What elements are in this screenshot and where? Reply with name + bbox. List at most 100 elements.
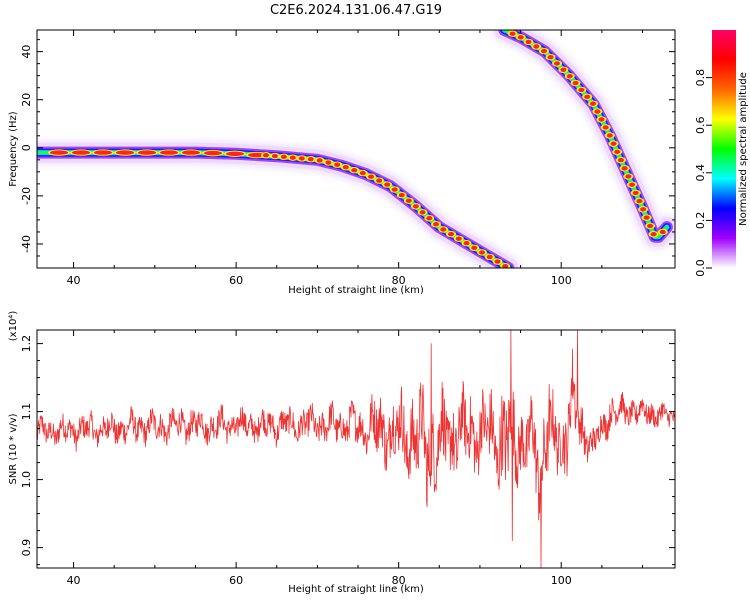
track-peak <box>632 190 639 196</box>
snr-x-axis-title: Height of straight line (km) <box>288 584 424 595</box>
track-peak <box>334 162 341 167</box>
snr-x-tick-label: 40 <box>67 574 81 587</box>
colorbar-tick-label: 0.0 <box>694 259 707 277</box>
track-peak <box>610 141 617 146</box>
track-peak <box>547 54 554 60</box>
track-peak <box>629 182 636 187</box>
spectrogram-x-axis-title: Height of straight line (km) <box>288 285 424 296</box>
track-peak <box>594 109 601 114</box>
track-peak <box>602 125 609 130</box>
track-peak <box>280 154 287 160</box>
track-peak <box>606 133 613 138</box>
track-peak <box>50 150 68 155</box>
track-peak <box>368 174 375 179</box>
snr-y-multiplier: (x10⁴) <box>8 311 19 342</box>
track-peak <box>643 215 650 220</box>
snr-trace-group <box>37 330 675 568</box>
spectrogram-panel: 40 60 80 100 -40 -20 0 20 40 Height of straight… <box>8 29 676 296</box>
spectrogram-track-second <box>491 30 675 250</box>
track-peak <box>160 150 178 155</box>
snr-y-tick-label: 0.9 <box>20 539 33 557</box>
track-peak <box>412 204 419 209</box>
track-peak <box>625 174 632 179</box>
snr-x-ticks: 40 60 80 100 <box>67 330 643 587</box>
track-peak <box>448 231 455 237</box>
snr-y-tick-label: 1.2 <box>20 335 33 353</box>
track-peak <box>479 250 486 255</box>
colorbar: 0.0 0.2 0.4 0.6 0.8 Normalized spectral ampl… <box>694 30 749 277</box>
snr-x-tick-label: 60 <box>229 574 243 587</box>
track-peak <box>553 61 560 66</box>
track-peak <box>617 157 624 163</box>
colorbar-ticks: 0.0 0.2 0.4 0.6 0.8 <box>694 69 712 277</box>
spectrogram-x-tick-label: 40 <box>67 274 81 287</box>
track-peak <box>376 178 383 183</box>
snr-series-line <box>37 330 675 568</box>
track-peak <box>640 207 647 212</box>
snr-y-ticks: 0.9 1.0 1.1 1.2 <box>20 335 675 566</box>
track-peak <box>440 227 447 232</box>
track-peak <box>391 187 398 192</box>
track-peak <box>398 192 405 198</box>
track-peak <box>502 263 509 268</box>
track-peak <box>351 167 358 173</box>
snr-y-tick-label: 1.1 <box>20 403 33 421</box>
spectrogram-y-tick-label: 0 <box>20 144 33 151</box>
snr-x-tick-label: 80 <box>392 574 406 587</box>
spectrogram-x-tick-label: 60 <box>229 274 243 287</box>
track-peak <box>541 48 548 54</box>
track-peak <box>433 222 440 227</box>
track-peak <box>316 158 323 163</box>
track-peak <box>405 198 412 203</box>
track-peak <box>225 151 244 156</box>
track-peak <box>426 216 433 221</box>
spectrogram-y-ticks: -40 -20 0 20 40 <box>20 39 675 257</box>
spectrogram-x-ticks: 40 60 80 100 <box>67 30 643 287</box>
track-peak <box>471 245 478 251</box>
track-peak <box>614 149 621 155</box>
track-peak <box>384 182 391 187</box>
spectrogram-tracks <box>37 30 675 268</box>
track-peak <box>578 87 585 93</box>
track-peak <box>72 150 90 155</box>
spectrogram-x-tick-label: 80 <box>392 274 406 287</box>
spectrogram-track-main <box>37 139 522 268</box>
colorbar-title: Normalized spectral amplitude <box>738 72 749 226</box>
colorbar-tick-label: 0.2 <box>694 212 707 230</box>
track-peak <box>463 241 470 246</box>
track-peak <box>584 94 591 99</box>
chart-title: C2E6.2024.131.06.47.G19 <box>270 3 442 18</box>
track-peak <box>94 150 112 155</box>
spectrogram-y-tick-label: -20 <box>20 187 33 205</box>
track-peak <box>517 35 524 40</box>
track-peak <box>636 198 643 204</box>
track-peak <box>589 101 596 106</box>
track-peak <box>560 67 567 73</box>
track-peak <box>494 259 501 264</box>
colorbar-bar <box>712 30 736 268</box>
colorbar-tick-label: 0.6 <box>694 116 707 134</box>
track-peak <box>342 165 349 170</box>
snr-x-tick-label: 100 <box>551 574 572 587</box>
snr-frame <box>36 329 676 569</box>
track-peak <box>455 236 462 241</box>
track-peak <box>650 231 657 237</box>
track-peak <box>566 73 573 79</box>
spectrogram-y-tick-label: -40 <box>20 235 33 253</box>
track-peak <box>289 155 296 160</box>
track-peak <box>325 160 332 165</box>
snr-y-tick-label: 1.0 <box>20 471 33 489</box>
spectrogram-frame <box>36 29 676 269</box>
track-peak <box>621 166 628 171</box>
track-peak <box>598 117 605 122</box>
track-peak <box>298 156 305 161</box>
track-peak <box>116 150 134 155</box>
colorbar-tick-label: 0.4 <box>694 164 707 182</box>
spectrogram-x-tick-label: 100 <box>551 274 572 287</box>
track-peak <box>307 157 314 162</box>
track-peak <box>572 80 579 86</box>
spectrogram-y-tick-label: 20 <box>20 93 33 107</box>
track-peak <box>203 150 222 156</box>
track-peak <box>182 150 200 155</box>
